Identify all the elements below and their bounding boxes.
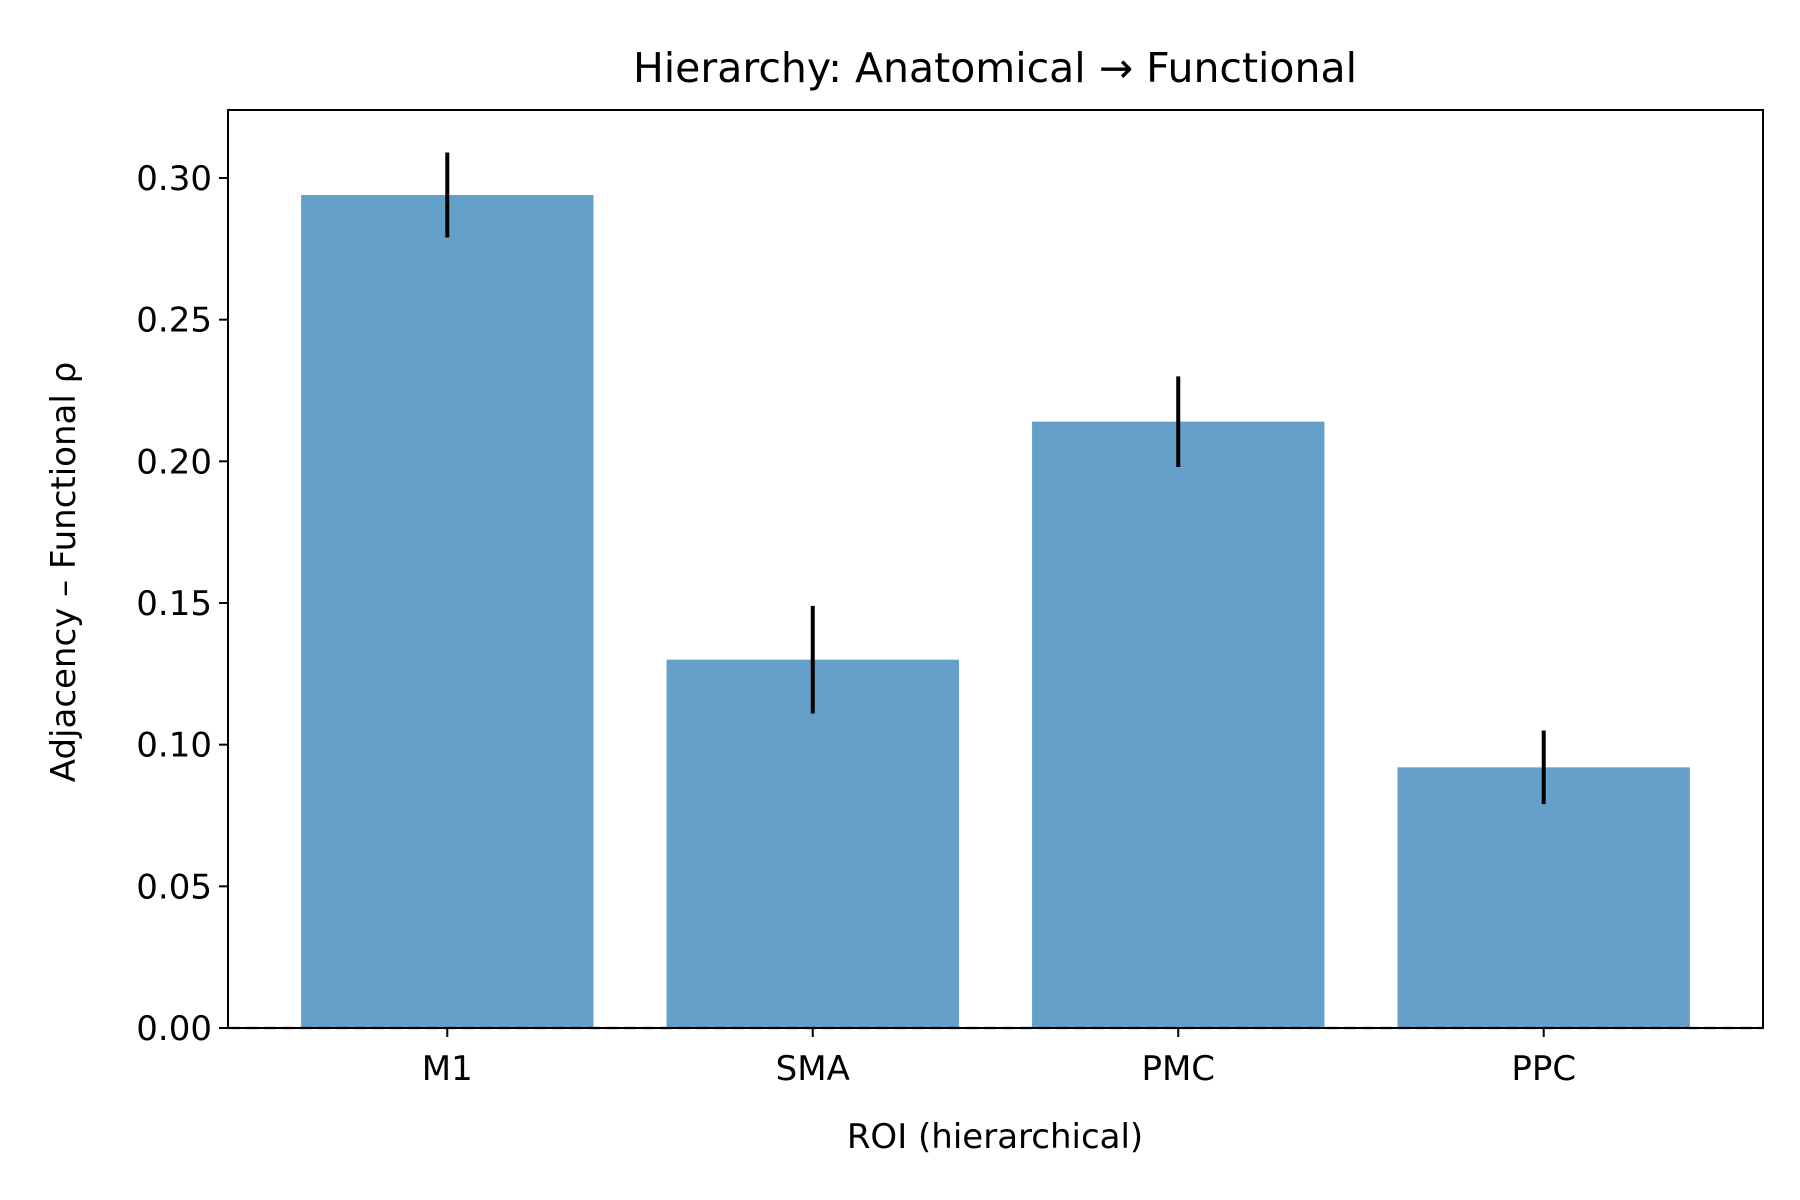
y-tick-label: 0.25 <box>136 301 212 341</box>
bar-sma <box>666 659 959 1028</box>
x-axis-label: ROI (hierarchical) <box>847 1117 1143 1157</box>
x-axis-ticks: M1 SMA PMC PPC <box>422 1028 1576 1089</box>
y-tick-label: 0.00 <box>136 1009 212 1049</box>
y-axis-label: Adjacency – Functional ρ <box>44 362 84 782</box>
y-tick-label: 0.20 <box>136 442 212 482</box>
error-bars-layer <box>445 152 1546 805</box>
x-tick-label-pmc: PMC <box>1141 1049 1215 1089</box>
x-tick-label-ppc: PPC <box>1511 1049 1576 1089</box>
plot-frame <box>227 109 1764 1029</box>
y-tick-label: 0.30 <box>136 159 212 199</box>
chart-title: Hierarchy: Anatomical → Functional <box>633 44 1357 92</box>
y-axis-ticks: 0.00 0.05 0.10 0.15 0.20 0.25 0.30 <box>136 159 228 1049</box>
bar-m1 <box>301 195 594 1028</box>
bar-ppc <box>1397 767 1690 1028</box>
x-tick-label-m1: M1 <box>422 1049 473 1089</box>
y-tick-label: 0.10 <box>136 726 212 766</box>
x-tick-label-sma: SMA <box>776 1049 850 1089</box>
y-tick-label: 0.15 <box>136 584 212 624</box>
bars-layer <box>301 195 1690 1029</box>
bar-pmc <box>1032 421 1325 1029</box>
y-tick-label: 0.05 <box>136 867 212 907</box>
